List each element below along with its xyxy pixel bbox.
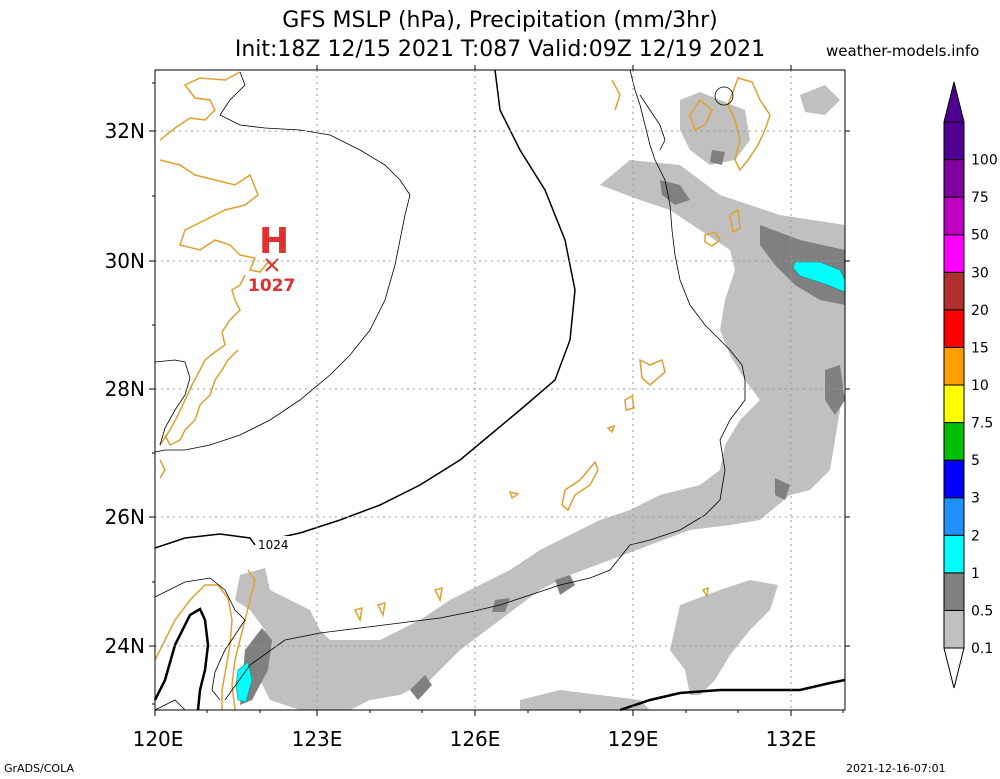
lat-labels: 32N 30N 28N 26N 24N [105,119,145,658]
colorbar-segment [943,459,965,499]
colorbar-segment [943,346,965,386]
colorbar-level-label: 5 [971,453,980,469]
precip-colorbar: 0.1 0.5 1 2 3 5 7.5 10 15 20 30 50 75 100 [943,81,998,689]
lat-label: 30N [105,249,145,273]
footer-timestamp: 2021-12-16-07:01 [846,762,946,775]
colorbar-level-label: 75 [971,190,989,206]
high-pressure-marker: H 1027 [248,221,295,296]
colorbar-level-label: 100 [971,153,998,169]
high-value: 1027 [248,276,295,296]
lon-labels: 120E 123E 126E 129E 132E [133,727,817,751]
colorbar-level-label: 7.5 [971,416,993,432]
coastlines [154,71,771,711]
high-symbol: H [259,221,289,262]
lon-label: 120E [133,727,184,751]
precip-heavy [235,261,846,703]
lon-label: 126E [450,727,501,751]
colorbar-lower-arrow [943,647,965,689]
footer-credit: GrADS/COLA [4,762,74,775]
colorbar-level-label: 3 [971,491,980,507]
colorbar-level-label: 20 [971,303,989,319]
colorbar-level-label: 0.1 [971,641,993,657]
colorbar-segment [943,572,965,611]
colorbar-level-label: 0.5 [971,603,993,619]
axis-ticks [149,65,850,716]
isobar-label: 1024 [258,538,289,552]
lat-label: 24N [105,634,145,658]
lon-label: 123E [292,727,343,751]
gridlines [155,70,845,710]
colorbar-segment [943,309,965,348]
lat-label: 28N [105,377,145,401]
map-frame [154,69,846,711]
lon-label: 132E [766,727,817,751]
colorbar-segment [943,234,965,273]
colorbar-segment [943,121,965,161]
colorbar-segment [943,497,965,536]
colorbar-level-label: 15 [971,340,989,356]
colorbar-segment [943,534,965,574]
colorbar-segment [943,271,965,311]
lat-label: 26N [105,505,145,529]
colorbar-segment [943,196,965,236]
lon-label: 129E [608,727,659,751]
colorbar-level-label: 30 [971,265,989,281]
isobars [153,69,846,712]
lat-label: 32N [105,119,145,143]
colorbar-segment [943,422,965,461]
colorbar-level-label: 1 [971,566,980,582]
colorbar-segment [943,609,965,649]
colorbar-level-label: 2 [971,528,980,544]
colorbar-segment [943,384,965,424]
colorbar-upper-arrow [943,81,965,123]
precip-light [235,85,845,710]
isobar-label-bg [256,536,290,552]
map-title: GFS MSLP (hPa), Precipitation (mm/3hr) [282,8,718,33]
colorbar-level-label: 50 [971,228,989,244]
site-credit: weather-models.info [826,42,980,60]
colorbar-segment [943,159,965,198]
map-subtitle: Init:18Z 12/15 2021 T:087 Valid:09Z 12/1… [234,37,766,62]
colorbar-level-label: 10 [971,378,989,394]
